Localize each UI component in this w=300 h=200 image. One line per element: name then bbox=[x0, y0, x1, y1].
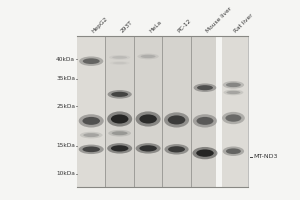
Text: 15kDa: 15kDa bbox=[56, 143, 75, 148]
Ellipse shape bbox=[164, 144, 189, 155]
Ellipse shape bbox=[109, 55, 130, 60]
Ellipse shape bbox=[196, 149, 214, 157]
Ellipse shape bbox=[226, 148, 241, 154]
Ellipse shape bbox=[193, 147, 217, 159]
Text: 25kDa: 25kDa bbox=[56, 104, 75, 109]
Ellipse shape bbox=[108, 130, 131, 137]
Bar bbox=[191, 36, 219, 187]
Ellipse shape bbox=[168, 146, 185, 152]
Ellipse shape bbox=[79, 145, 104, 154]
Text: 40kDa: 40kDa bbox=[56, 57, 75, 62]
Text: HepG2: HepG2 bbox=[91, 16, 109, 34]
Ellipse shape bbox=[108, 90, 132, 99]
Ellipse shape bbox=[79, 56, 103, 66]
Ellipse shape bbox=[223, 81, 244, 89]
Ellipse shape bbox=[80, 132, 103, 138]
Ellipse shape bbox=[226, 114, 242, 122]
Ellipse shape bbox=[222, 112, 245, 124]
Ellipse shape bbox=[111, 92, 128, 97]
Text: Rat liver: Rat liver bbox=[233, 13, 254, 34]
Ellipse shape bbox=[112, 56, 127, 59]
Ellipse shape bbox=[107, 111, 132, 127]
Ellipse shape bbox=[226, 91, 240, 94]
Ellipse shape bbox=[196, 117, 213, 125]
Bar bbox=[219, 36, 247, 187]
Ellipse shape bbox=[83, 58, 100, 64]
Ellipse shape bbox=[113, 62, 127, 64]
Bar bbox=[77, 36, 248, 187]
Ellipse shape bbox=[111, 145, 128, 152]
Text: HeLa: HeLa bbox=[148, 19, 162, 34]
Ellipse shape bbox=[197, 85, 213, 90]
Bar bbox=[134, 36, 162, 187]
Ellipse shape bbox=[82, 146, 100, 152]
Ellipse shape bbox=[141, 55, 156, 58]
Ellipse shape bbox=[139, 145, 157, 152]
Text: PC-12: PC-12 bbox=[176, 18, 192, 34]
Ellipse shape bbox=[168, 115, 185, 124]
Ellipse shape bbox=[137, 54, 159, 59]
Text: Mouse liver: Mouse liver bbox=[205, 6, 232, 34]
Ellipse shape bbox=[224, 90, 243, 95]
Bar bbox=[216, 36, 222, 187]
Ellipse shape bbox=[193, 114, 217, 128]
Ellipse shape bbox=[111, 114, 128, 124]
Text: MT-ND3: MT-ND3 bbox=[253, 154, 278, 159]
Text: 35kDa: 35kDa bbox=[56, 76, 75, 81]
Ellipse shape bbox=[164, 112, 189, 128]
Ellipse shape bbox=[107, 143, 132, 154]
Ellipse shape bbox=[226, 83, 241, 87]
Ellipse shape bbox=[110, 61, 130, 65]
Ellipse shape bbox=[223, 146, 244, 156]
Ellipse shape bbox=[136, 143, 160, 154]
Text: 10kDa: 10kDa bbox=[56, 171, 75, 176]
Ellipse shape bbox=[194, 83, 216, 92]
Bar bbox=[162, 36, 191, 187]
Ellipse shape bbox=[136, 111, 160, 127]
Ellipse shape bbox=[139, 114, 157, 124]
Bar bbox=[105, 36, 134, 187]
Ellipse shape bbox=[82, 117, 100, 125]
Bar bbox=[77, 36, 105, 187]
Ellipse shape bbox=[112, 131, 127, 135]
Ellipse shape bbox=[79, 114, 104, 128]
Ellipse shape bbox=[83, 133, 99, 137]
Text: 293T: 293T bbox=[120, 20, 134, 34]
